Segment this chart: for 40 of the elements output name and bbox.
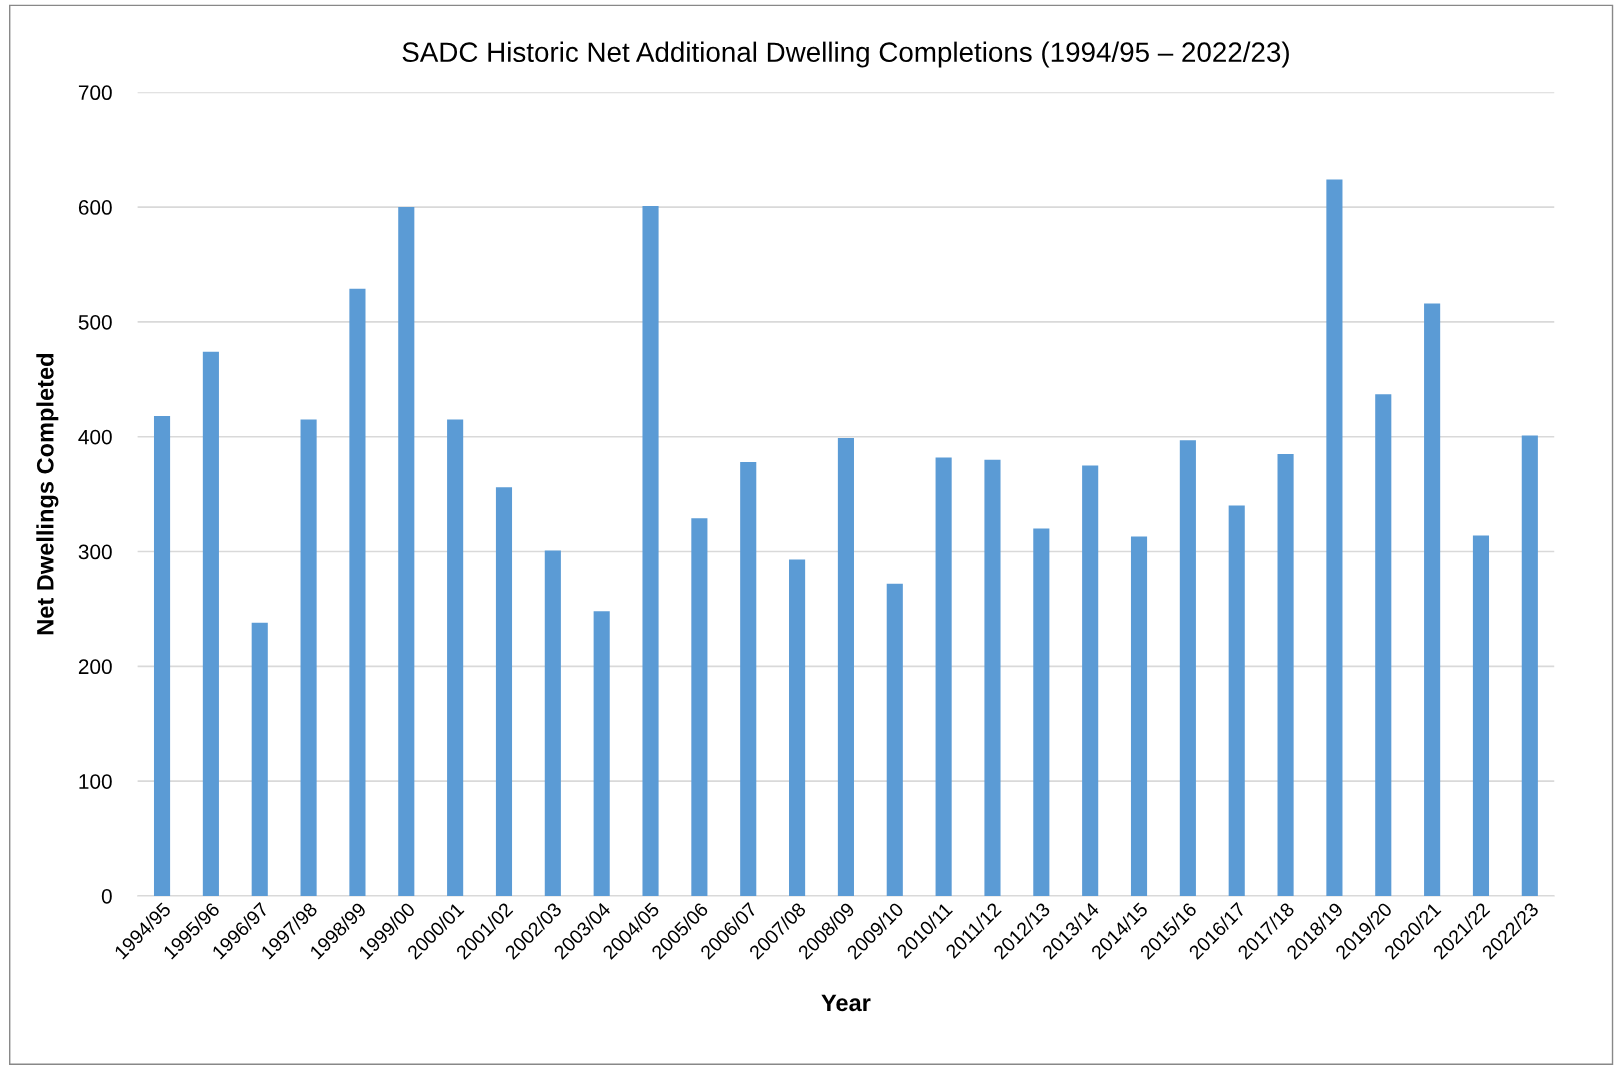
y-tick-label: 0 [101, 888, 112, 904]
bar [349, 288, 366, 896]
bar [153, 416, 171, 896]
bar [1228, 505, 1245, 896]
y-tick-label: 300 [78, 544, 112, 560]
y-tick-label: 500 [78, 314, 112, 330]
y-tick-label: 400 [78, 429, 112, 445]
bar [1130, 536, 1148, 896]
bar [1521, 435, 1538, 896]
bar [202, 351, 219, 896]
x-axis-title: Year [821, 994, 871, 1012]
bar [1326, 179, 1343, 896]
bar [495, 487, 513, 896]
bar [1277, 453, 1294, 896]
bar [1472, 535, 1490, 896]
chart-title: SADC Historic Net Additional Dwelling Completions (1994/95 – 2022/23) [402, 41, 1289, 68]
bar [691, 518, 708, 896]
bar [984, 459, 1001, 896]
bar [251, 622, 268, 896]
bar [740, 461, 757, 896]
bar [1375, 394, 1392, 896]
bar [1033, 528, 1050, 896]
bar [837, 437, 854, 896]
bar [886, 583, 903, 896]
bar [1179, 440, 1196, 896]
y-tick-label: 700 [78, 85, 112, 101]
bar [935, 457, 952, 896]
bar [593, 611, 610, 896]
bar [300, 419, 317, 896]
bar [789, 559, 806, 896]
y-tick-label: 600 [78, 200, 112, 215]
y-tick-label: 100 [79, 774, 112, 789]
bar [398, 207, 415, 896]
bar [544, 550, 561, 896]
bar [1082, 465, 1099, 896]
bar [447, 419, 464, 896]
bar [1424, 303, 1441, 896]
y-tick-label: 200 [78, 659, 112, 675]
bar [642, 205, 659, 896]
y-axis-title: Net Dwellings Completed [36, 353, 59, 635]
